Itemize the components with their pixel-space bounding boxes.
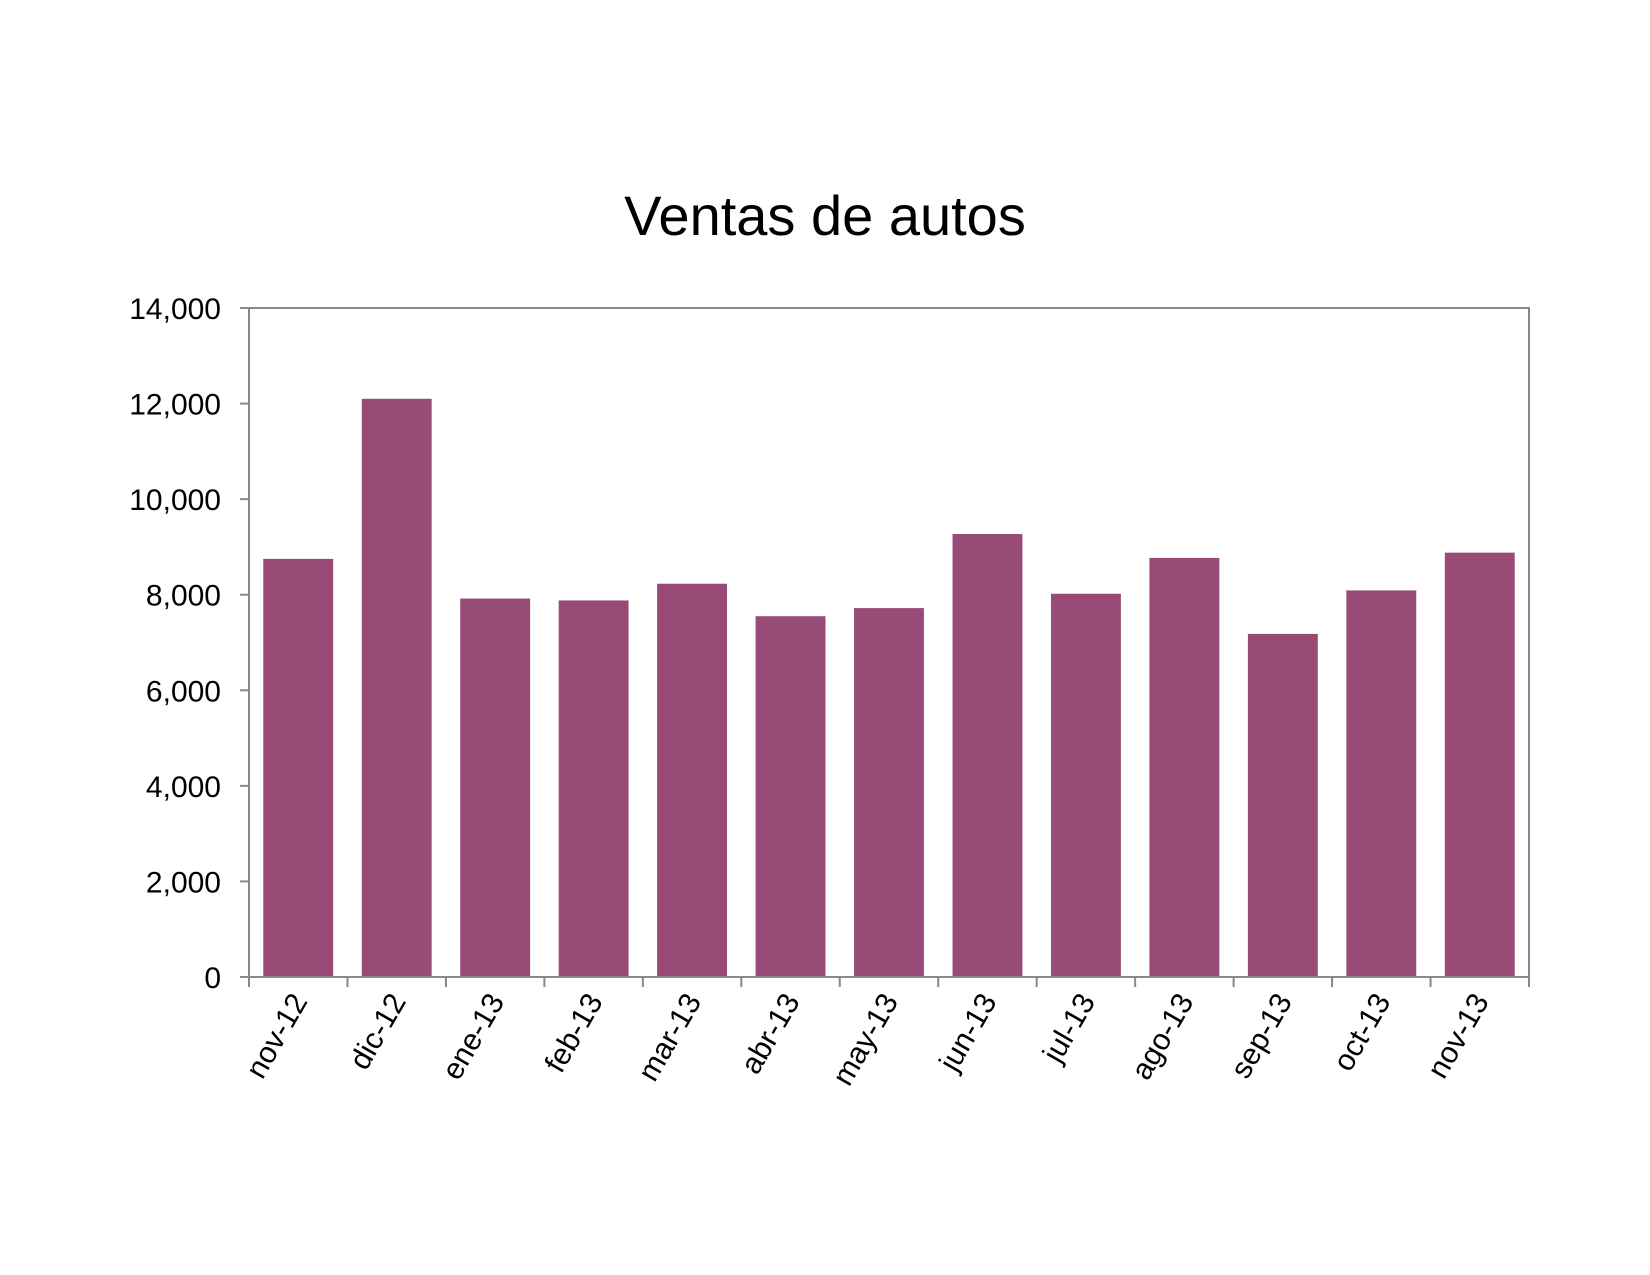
chart-title: Ventas de autos: [624, 184, 1026, 247]
bar-may-13: [854, 608, 924, 977]
bar-sep-13: [1247, 633, 1318, 977]
bar-feb-13: [558, 600, 629, 977]
bar-mar-13: [657, 583, 728, 977]
y-tick-label: 6,000: [146, 675, 221, 708]
x-category-label: feb-13: [539, 988, 610, 1078]
y-tick-label: 14,000: [129, 293, 221, 326]
y-tick-label: 12,000: [129, 389, 221, 422]
bar-oct-13: [1346, 590, 1417, 977]
x-category-label: jun-13: [933, 988, 1004, 1078]
y-tick-label: 10,000: [129, 484, 221, 517]
x-category-label: mar-13: [632, 988, 708, 1087]
bar-nov-13: [1444, 552, 1515, 977]
x-category-label: sep-13: [1224, 988, 1298, 1084]
x-category-label: ago-13: [1125, 988, 1200, 1085]
y-tick-label: 8,000: [146, 580, 221, 613]
bar-nov-12: [263, 558, 334, 978]
x-category-label: ene-13: [436, 988, 511, 1085]
bar-ene-13: [460, 598, 531, 977]
y-axis-ticks: 0 2,000 4,000 6,000 8,000 10,000 12,000 14,000: [129, 293, 249, 995]
y-tick-label: 4,000: [146, 771, 221, 804]
bar-ago-13: [1149, 557, 1220, 977]
x-category-label: may-13: [826, 988, 905, 1091]
axes-group: [248, 307, 1530, 978]
bars-group: [263, 398, 1515, 978]
y-tick-label: 2,000: [146, 866, 221, 899]
y-tick-label: 0: [204, 962, 221, 995]
bar-dic-12: [361, 398, 432, 977]
x-category-label: oct-13: [1327, 988, 1397, 1077]
bar-jun-13: [952, 534, 1023, 977]
x-category-label: dic-12: [343, 988, 412, 1075]
x-category-label: abr-13: [735, 988, 807, 1080]
x-category-label: nov-12: [240, 988, 314, 1084]
bar-jul-13: [1050, 593, 1121, 977]
bar-abr-13: [755, 616, 826, 977]
x-category-label: nov-13: [1421, 988, 1495, 1084]
x-category-label: jul-13: [1036, 988, 1102, 1069]
x-axis-ticks: nov-12 dic-12 ene-13 feb-13 mar-13 abr-13 may-…: [240, 977, 1530, 1091]
